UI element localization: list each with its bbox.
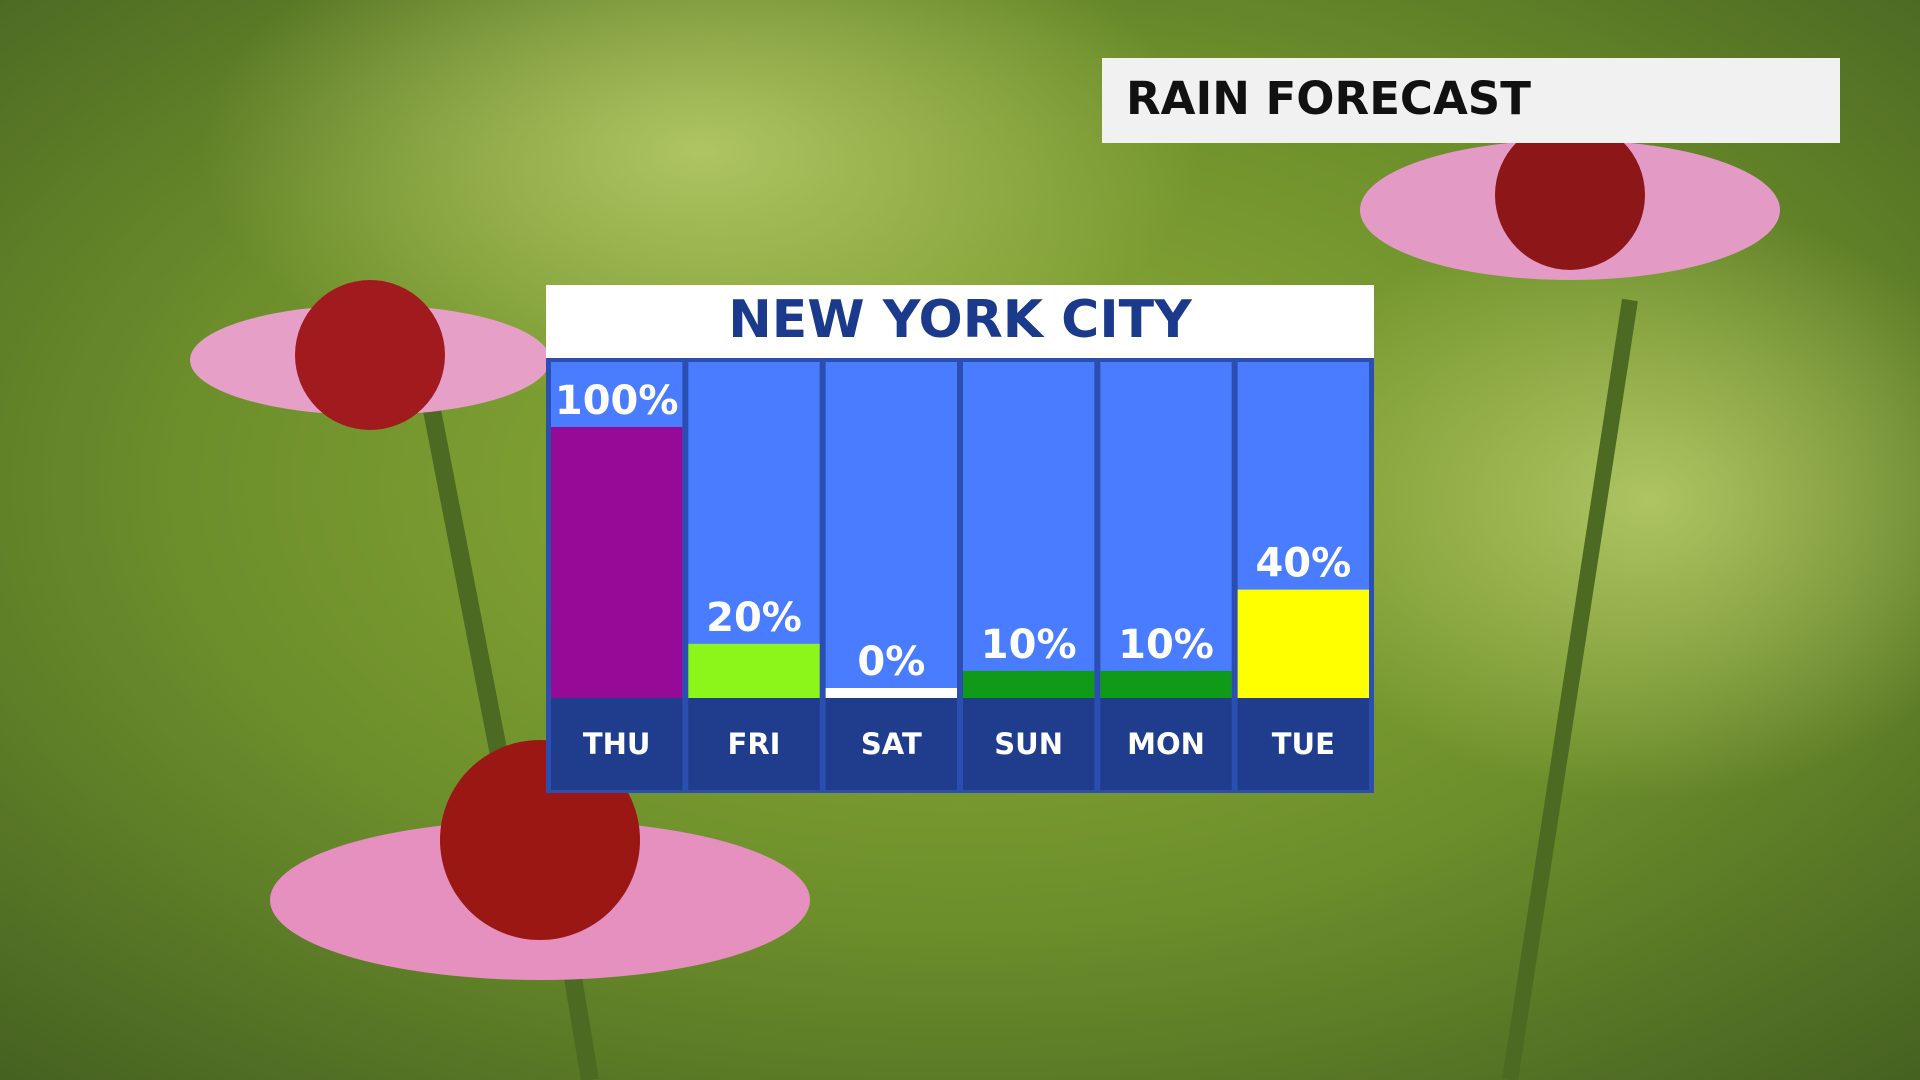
flower xyxy=(270,740,810,1080)
value-label: 40% xyxy=(1255,541,1351,587)
value-label: 100% xyxy=(555,378,679,424)
value-label: 0% xyxy=(857,639,925,685)
bar xyxy=(688,643,820,698)
flower xyxy=(190,280,550,762)
header-title: RAIN FORECAST xyxy=(1126,72,1531,125)
day-background xyxy=(551,698,683,790)
header-box xyxy=(1102,58,1840,143)
value-label: 10% xyxy=(1118,622,1214,668)
chart-panel xyxy=(546,285,1374,793)
bar xyxy=(1100,670,1232,698)
flower xyxy=(1360,120,1780,1080)
x-tick-label: FRI xyxy=(728,727,781,761)
x-tick-label: TUE xyxy=(1272,727,1335,761)
day-background xyxy=(688,698,820,790)
title-band xyxy=(546,285,1374,358)
bar xyxy=(1237,589,1369,698)
x-tick-label: SAT xyxy=(861,727,922,761)
day-background xyxy=(1237,698,1369,790)
day-background xyxy=(1100,698,1232,790)
column-background xyxy=(963,362,1095,698)
day-background xyxy=(963,698,1095,790)
x-tick-label: SUN xyxy=(994,727,1063,761)
column-background xyxy=(688,362,820,698)
value-label: 20% xyxy=(706,595,802,641)
column-background xyxy=(825,362,957,698)
bar xyxy=(963,670,1095,698)
bar xyxy=(551,427,683,698)
chart-title: NEW YORK CITY xyxy=(728,290,1193,350)
x-tick-label: MON xyxy=(1127,727,1205,761)
column-background xyxy=(1100,362,1232,698)
day-background xyxy=(825,698,957,790)
value-label: 10% xyxy=(981,622,1077,668)
x-tick-label: THU xyxy=(583,727,651,761)
bar xyxy=(825,688,957,698)
